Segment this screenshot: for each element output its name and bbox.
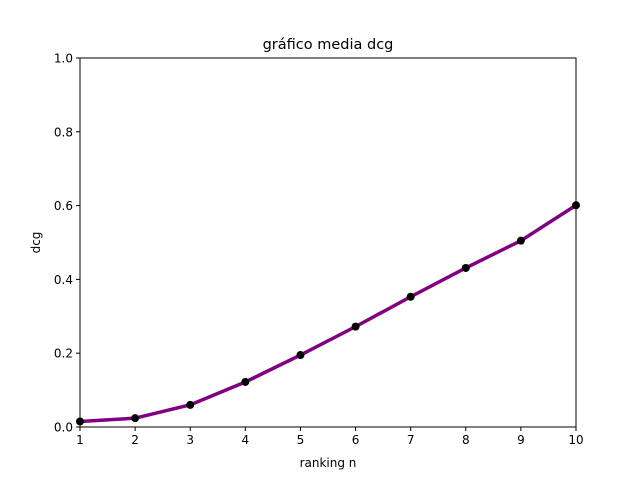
x-tick-label: 6 — [352, 433, 360, 447]
data-point — [406, 292, 415, 301]
x-tick-label: 7 — [407, 433, 415, 447]
x-tick-label: 4 — [242, 433, 250, 447]
series-layer — [76, 201, 580, 426]
x-tick-label: 10 — [568, 433, 583, 447]
x-tick-label: 5 — [297, 433, 305, 447]
x-tick-label: 3 — [186, 433, 194, 447]
y-tick-label: 0.6 — [54, 199, 73, 213]
plot-frame — [79, 57, 577, 428]
x-axis-label: ranking n — [300, 456, 357, 470]
y-tick-label: 0.4 — [54, 273, 73, 287]
data-point — [186, 400, 195, 409]
plot-area — [80, 58, 576, 427]
y-tick-label: 0.8 — [54, 125, 73, 139]
x-tick-label: 2 — [131, 433, 139, 447]
data-point — [351, 322, 360, 331]
y-tick-label: 0.2 — [54, 347, 73, 361]
y-tick-label: 1.0 — [54, 52, 73, 66]
x-tick-label: 8 — [462, 433, 470, 447]
x-tick-label: 9 — [517, 433, 525, 447]
y-axis-label: dcg — [29, 232, 43, 254]
chart-title: gráfico media dcg — [263, 37, 394, 53]
data-point — [296, 351, 305, 360]
y-tick-label: 0.0 — [54, 421, 73, 435]
data-point — [131, 414, 140, 423]
y-axis-ticks: 0.0 0.2 0.4 0.6 0.8 1.0 — [54, 52, 80, 435]
x-tick-label: 1 — [76, 433, 84, 447]
data-point — [241, 377, 250, 386]
data-point — [461, 263, 470, 272]
data-point — [516, 236, 525, 245]
x-axis-ticks: 1 2 3 4 5 6 7 8 9 10 — [76, 427, 584, 447]
series-line — [78, 203, 578, 424]
